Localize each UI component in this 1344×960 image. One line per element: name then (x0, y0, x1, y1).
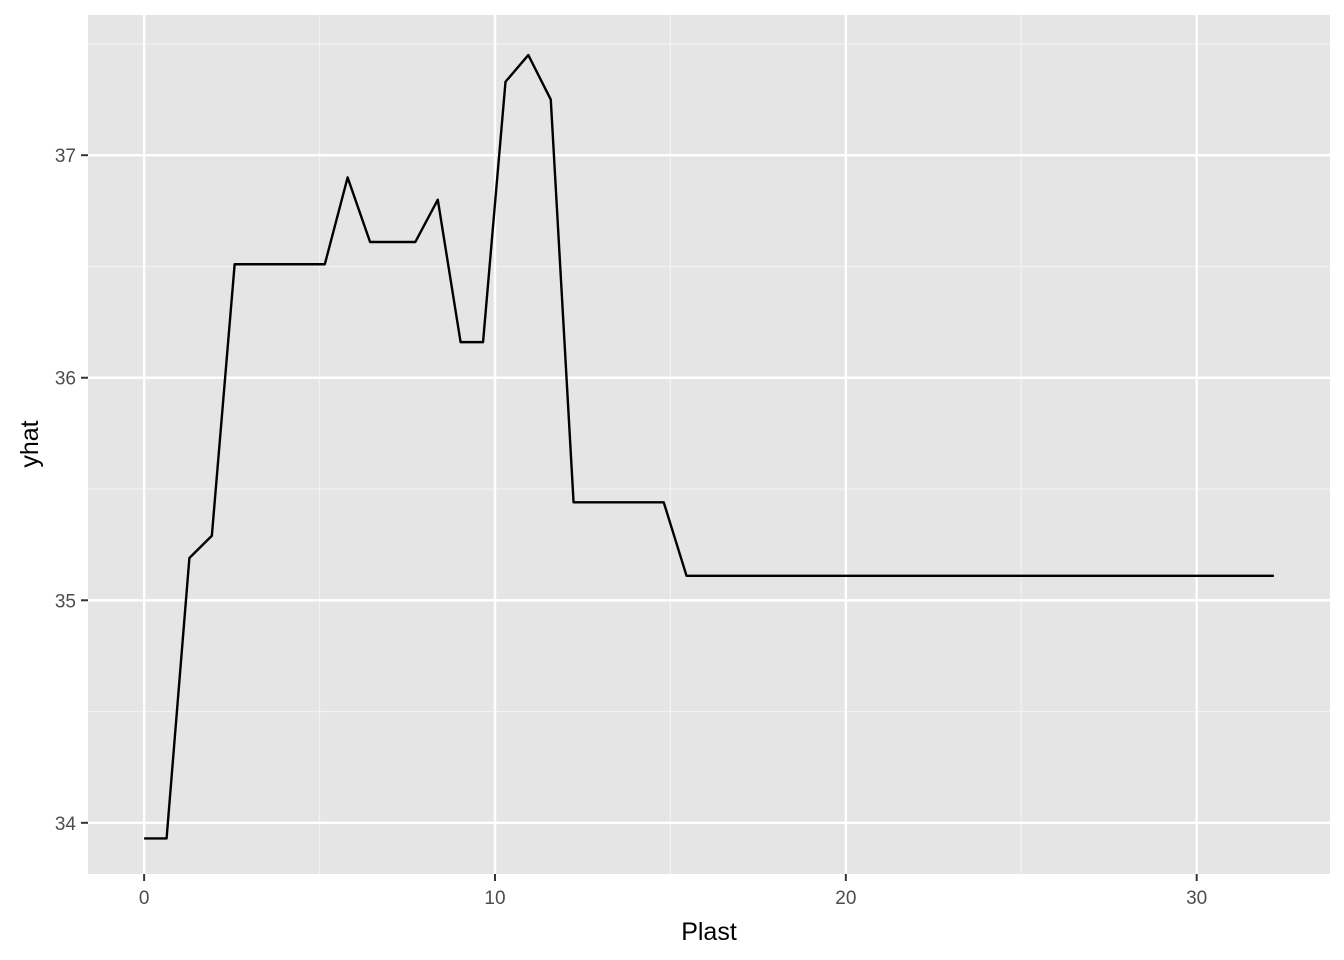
x-tick-label: 20 (835, 888, 856, 909)
plot-panel (88, 15, 1330, 874)
x-axis-title: Plast (681, 918, 737, 946)
series-line (144, 53, 1274, 840)
minor-gridlines (88, 15, 1330, 874)
y-tick-label: 36 (55, 369, 76, 390)
x-tick-label: 0 (139, 888, 150, 909)
y-axis: 34 35 36 37 (55, 146, 88, 835)
x-axis: 0 10 20 30 (139, 874, 1207, 909)
x-tick-label: 30 (1186, 888, 1207, 909)
y-tick-label: 34 (55, 814, 77, 835)
major-gridlines (88, 15, 1330, 874)
y-tick-label: 37 (55, 146, 76, 167)
x-tick-label: 10 (484, 888, 505, 909)
y-tick-label: 35 (55, 591, 76, 612)
series-layer (144, 53, 1274, 840)
y-axis-title: yhat (16, 420, 44, 467)
